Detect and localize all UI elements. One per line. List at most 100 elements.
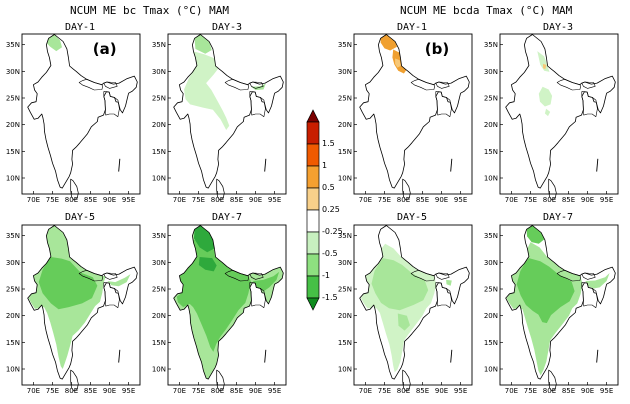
srilanka-outline: [70, 178, 79, 201]
lat-tick-label: 30N: [152, 68, 166, 76]
lat-tick-label: 10N: [152, 175, 166, 183]
lon-tick-label: 90E: [249, 196, 262, 204]
map-panel-a-day5: 35N 30N 25N 20N 15N 10N 70E 75E 80E 85E 90E 95E: [6, 224, 141, 395]
lon-tick-label: 70E: [359, 387, 372, 395]
srilanka-outline: [402, 369, 411, 392]
anomaly-shade-2: [193, 225, 215, 253]
neighbour-outline-2: [249, 91, 266, 117]
anomaly-shade-1: [538, 86, 553, 107]
lat-tick-label: 25N: [484, 286, 498, 294]
lat-tick-label: 10N: [6, 175, 20, 183]
lon-tick-label: 90E: [103, 196, 116, 204]
neighbour-outline-1: [581, 272, 596, 280]
lat-tick-label: 30N: [6, 68, 20, 76]
panel-b7-label: DAY-7: [542, 212, 574, 223]
colorbar-label: 1.5: [322, 139, 335, 148]
lat-tick-label: 30N: [152, 259, 166, 267]
lon-tick-label: 95E: [454, 196, 467, 204]
anomaly-shade-2: [107, 274, 131, 287]
lon-tick-label: 75E: [378, 196, 391, 204]
anomaly-shade-4: [252, 271, 280, 292]
panel-b1-label: DAY-1: [396, 22, 428, 33]
colorbar-label: -0.25: [322, 227, 343, 236]
panel-a7-label: DAY-7: [211, 212, 243, 223]
lon-tick-label: 80E: [543, 196, 556, 204]
lon-tick-label: 75E: [46, 387, 59, 395]
anomaly-shade-0: [184, 51, 230, 130]
map-panel-a-day3: 35N 30N 25N 20N 15N 10N 70E 75E 80E 85E 90E 95E: [152, 33, 287, 204]
panel-a3-label: DAY-3: [211, 22, 243, 33]
lon-tick-label: 85E: [416, 387, 429, 395]
lon-tick-label: 85E: [562, 196, 575, 204]
lon-tick-label: 95E: [268, 387, 281, 395]
anomaly-shade-0: [380, 34, 397, 51]
neighbour-outline-0: [410, 269, 435, 282]
panel-b3-label: DAY-3: [542, 22, 574, 33]
lon-tick-label: 75E: [524, 387, 537, 395]
map-panel-a-day7: 35N 30N 25N 20N 15N 10N 70E 75E 80E 85E 90E 95E: [152, 224, 287, 395]
lon-tick-label: 90E: [103, 387, 116, 395]
map-frame: [499, 33, 619, 195]
colorbar-segment: [306, 209, 320, 233]
lat-tick-label: 15N: [6, 148, 20, 156]
lon-tick-label: 75E: [46, 196, 59, 204]
lon-tick-label: 90E: [581, 196, 594, 204]
colorbar-segment: [306, 275, 320, 299]
panel-a1-label: DAY-1: [64, 22, 96, 33]
lat-tick-label: 15N: [152, 339, 166, 347]
lon-tick-label: 95E: [122, 387, 135, 395]
andaman-islands: [596, 158, 599, 172]
map-panel-b-day5: 35N 30N 25N 20N 15N 10N 70E 75E 80E 85E 90E 95E: [338, 224, 473, 395]
colorbar-segment: [306, 253, 320, 277]
lon-tick-label: 85E: [416, 196, 429, 204]
neighbour-outline-0: [556, 78, 581, 91]
lon-tick-label: 85E: [84, 387, 97, 395]
andaman-islands: [118, 349, 121, 363]
lon-tick-label: 70E: [173, 387, 186, 395]
lat-tick-label: 10N: [6, 366, 20, 374]
lat-tick-label: 30N: [338, 68, 352, 76]
lon-tick-label: 85E: [562, 387, 575, 395]
lon-tick-label: 70E: [359, 196, 372, 204]
lon-tick-label: 85E: [230, 196, 243, 204]
neighbour-outline-1: [435, 81, 450, 89]
lat-tick-label: 25N: [338, 95, 352, 103]
panel-letter: (b): [425, 40, 449, 58]
lat-tick-label: 35N: [484, 232, 498, 240]
anomaly-shade-2: [251, 83, 266, 90]
panel-a5-label: DAY-5: [64, 212, 96, 223]
neighbour-outline-1: [249, 81, 264, 89]
anomaly-shade-2: [544, 108, 551, 117]
anomaly-shade-0: [537, 51, 550, 72]
neighbour-outline-0: [556, 269, 581, 282]
map-panel-b-day1: 35N 30N 25N 20N 15N 10N 70E 75E 80E 85E 90E 95E (b): [338, 33, 473, 204]
lon-tick-label: 95E: [268, 196, 281, 204]
lon-tick-label: 80E: [65, 196, 78, 204]
lat-tick-label: 35N: [6, 41, 20, 49]
neighbour-outline-1: [103, 272, 118, 280]
colorbar: [306, 109, 320, 311]
anomaly-shade-2: [516, 258, 575, 324]
colorbar-label: 0.5: [322, 183, 335, 192]
map-frame: [353, 33, 473, 195]
map-panel-b-day7: 35N 30N 25N 20N 15N 10N 70E 75E 80E 85E 90E 95E: [484, 224, 619, 395]
lon-tick-label: 85E: [84, 196, 97, 204]
lat-tick-label: 25N: [152, 286, 166, 294]
lat-tick-label: 20N: [6, 121, 20, 129]
neighbour-outline-0: [224, 78, 249, 91]
lon-tick-label: 70E: [505, 387, 518, 395]
anomaly-shade-0: [47, 34, 62, 52]
lon-tick-label: 75E: [378, 387, 391, 395]
lon-tick-label: 95E: [600, 196, 613, 204]
lat-tick-label: 20N: [338, 312, 352, 320]
colorbar-segment: [306, 121, 320, 145]
neighbour-outline-0: [224, 269, 249, 282]
lon-tick-label: 80E: [397, 387, 410, 395]
andaman-islands: [264, 158, 267, 172]
lon-tick-label: 70E: [173, 196, 186, 204]
lat-tick-label: 35N: [338, 232, 352, 240]
lon-tick-label: 95E: [122, 196, 135, 204]
lon-tick-label: 70E: [505, 196, 518, 204]
andaman-islands: [596, 349, 599, 363]
colorbar-segment: [306, 187, 320, 211]
